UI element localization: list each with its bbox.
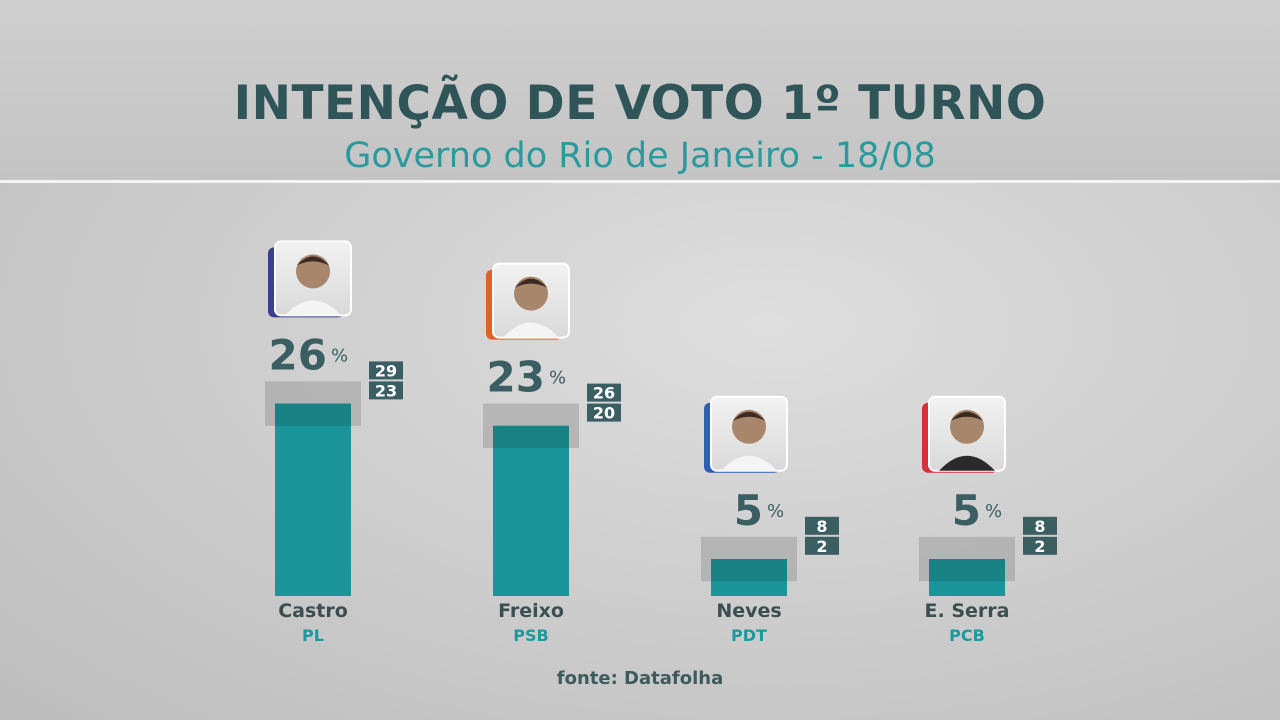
upper-bound-box bbox=[805, 516, 839, 535]
upper-bound-box bbox=[587, 383, 621, 402]
bar-band-overlap bbox=[711, 559, 787, 582]
chart-title: INTENÇÃO DE VOTO 1º TURNO bbox=[233, 76, 1047, 131]
bar-band-overlap bbox=[929, 559, 1005, 582]
lower-bound-label: 2 bbox=[816, 537, 827, 556]
photo-hair bbox=[733, 411, 765, 421]
value-label: 23 bbox=[487, 353, 545, 402]
header-band bbox=[0, 0, 1280, 182]
lower-bound-label: 23 bbox=[375, 381, 397, 400]
lower-bound-box bbox=[587, 403, 621, 422]
photo-shoulders bbox=[939, 455, 995, 471]
header-divider bbox=[0, 180, 1280, 183]
bar bbox=[493, 425, 569, 596]
candidate-name: Neves bbox=[716, 600, 781, 622]
lower-bound-box bbox=[1023, 536, 1057, 555]
lower-bound-box bbox=[369, 381, 403, 400]
candidate-party: PDT bbox=[731, 626, 767, 645]
upper-bound-label: 29 bbox=[375, 361, 397, 380]
bar bbox=[275, 403, 351, 596]
photo-face bbox=[514, 276, 548, 311]
lower-bound-box bbox=[805, 536, 839, 555]
lower-bound-label: 20 bbox=[593, 404, 615, 423]
upper-bound-label: 8 bbox=[816, 517, 827, 536]
candidate-name: Freixo bbox=[498, 600, 564, 622]
percent-sign: % bbox=[331, 345, 348, 366]
upper-bound-label: 8 bbox=[1034, 517, 1045, 536]
upper-bound-box bbox=[1023, 516, 1057, 535]
candidate-party: PL bbox=[302, 626, 324, 645]
value-label: 5 bbox=[734, 486, 763, 535]
photo-shoulders bbox=[285, 300, 341, 316]
lower-bound-label: 2 bbox=[1034, 537, 1045, 556]
percent-sign: % bbox=[985, 501, 1002, 522]
photo-face bbox=[950, 409, 984, 444]
percent-sign: % bbox=[767, 501, 784, 522]
candidate-name: Castro bbox=[278, 600, 348, 622]
candidate-party: PSB bbox=[513, 626, 548, 645]
bar-band-overlap bbox=[275, 403, 351, 426]
photo-shoulders bbox=[503, 322, 559, 338]
candidate-name: E. Serra bbox=[925, 600, 1010, 622]
photo-face bbox=[296, 254, 330, 289]
percent-sign: % bbox=[549, 368, 566, 389]
candidate-party: PCB bbox=[949, 626, 985, 645]
upper-bound-box bbox=[369, 361, 403, 380]
bar-band-overlap bbox=[493, 425, 569, 448]
photo-hair bbox=[515, 278, 547, 288]
value-label: 26 bbox=[269, 330, 327, 379]
upper-bound-label: 26 bbox=[593, 384, 615, 403]
photo-hair bbox=[297, 256, 329, 266]
photo-shoulders bbox=[721, 455, 777, 471]
chart-subtitle: Governo do Rio de Janeiro - 18/08 bbox=[344, 136, 936, 176]
photo-face bbox=[732, 409, 766, 444]
source-note: fonte: Datafolha bbox=[556, 668, 724, 689]
value-label: 5 bbox=[952, 486, 981, 535]
photo-hair bbox=[951, 411, 983, 421]
